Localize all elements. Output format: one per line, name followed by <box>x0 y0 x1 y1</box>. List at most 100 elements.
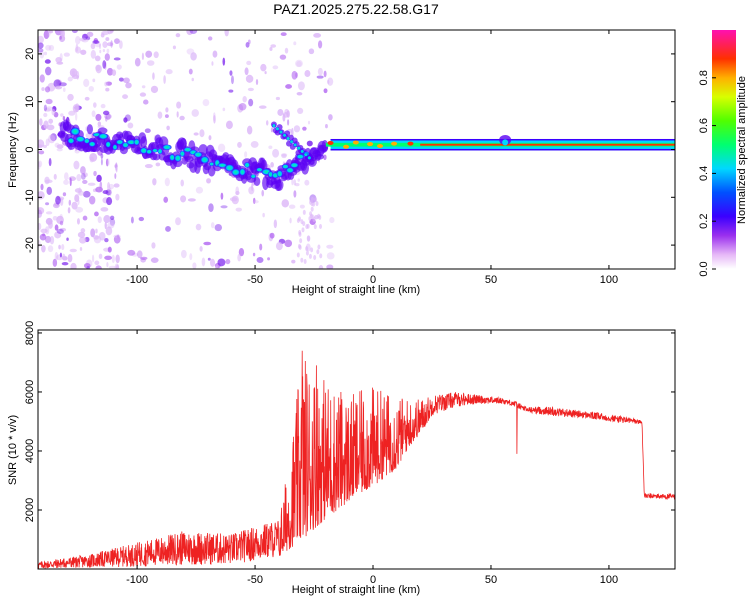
x-tick-label: 0 <box>370 574 376 586</box>
noise-blob <box>113 234 121 239</box>
noise-blob <box>90 49 97 59</box>
noise-blob <box>55 85 63 90</box>
noise-blob <box>297 107 304 115</box>
noise-blob <box>256 257 264 263</box>
noise-blob <box>106 158 110 166</box>
noise-blob <box>53 173 57 180</box>
noise-blob <box>140 257 146 263</box>
x-tick-label: 50 <box>485 574 497 586</box>
noise-blob <box>228 89 234 93</box>
noise-blob <box>80 173 86 180</box>
noise-blob <box>100 33 105 38</box>
noise-blob <box>296 60 302 67</box>
noise-blob <box>100 153 104 159</box>
noise-blob <box>45 202 50 206</box>
noise-blob <box>165 69 173 75</box>
noise-blob <box>113 235 121 244</box>
noise-blob <box>231 75 234 85</box>
colorbar-gradient <box>712 30 736 269</box>
noise-blob <box>39 233 47 241</box>
noise-blob <box>66 237 69 241</box>
noise-blob <box>166 125 170 131</box>
noise-blob <box>297 178 300 182</box>
ridge-core <box>285 167 295 174</box>
noise-blob <box>136 250 143 259</box>
ridge-core <box>139 147 148 154</box>
ridge-envelope <box>97 127 108 134</box>
noise-blob <box>38 209 43 218</box>
noise-blob <box>115 264 119 269</box>
noise-blob <box>89 152 98 162</box>
noise-blob <box>252 200 259 204</box>
noise-blob <box>125 82 132 89</box>
noise-blob <box>189 30 198 34</box>
noise-blob <box>77 231 86 238</box>
noise-blob <box>63 52 70 57</box>
noise-blob <box>97 121 102 127</box>
noise-blob <box>225 120 233 130</box>
noise-blob <box>211 61 214 66</box>
noise-blob <box>270 44 277 48</box>
noise-blob <box>119 40 123 49</box>
noise-blob <box>45 44 52 51</box>
noise-blob <box>110 40 113 48</box>
noise-blob <box>43 104 47 112</box>
x-tick-label: 100 <box>600 574 618 586</box>
noise-blob <box>44 235 52 244</box>
noise-blob <box>60 113 64 117</box>
noise-blob <box>71 30 78 34</box>
noise-blob <box>176 101 182 109</box>
noise-blob <box>206 178 211 184</box>
noise-blob <box>285 84 293 89</box>
ridge-core <box>105 141 111 148</box>
noise-blob <box>59 35 62 40</box>
noise-blob <box>300 257 304 263</box>
noise-blob <box>252 252 256 257</box>
noise-blob <box>43 107 51 112</box>
noise-blob <box>213 115 216 124</box>
ridge-envelope <box>172 159 183 168</box>
noise-blob <box>45 66 52 76</box>
noise-blob <box>306 140 313 147</box>
noise-blob <box>48 134 56 144</box>
noise-blob <box>293 41 297 46</box>
noise-blob <box>69 68 78 77</box>
noise-blob <box>67 93 74 101</box>
noise-blob <box>308 48 315 55</box>
noise-blob <box>106 197 113 206</box>
noise-blob <box>79 247 83 251</box>
ridge-core <box>239 168 246 176</box>
ridge-core <box>146 149 153 155</box>
noise-blob <box>293 125 301 133</box>
noise-blob <box>89 156 94 163</box>
noise-blob <box>45 106 53 112</box>
noise-blob <box>79 37 87 42</box>
noise-blob <box>127 249 136 256</box>
noise-blob <box>297 81 305 91</box>
noise-blob <box>127 122 134 129</box>
noise-blob <box>100 207 109 212</box>
noise-blob <box>235 207 242 212</box>
ridge-core <box>217 162 228 168</box>
noise-blob <box>203 241 212 246</box>
noise-blob <box>39 74 45 83</box>
noise-blob <box>56 147 63 152</box>
noise-blob <box>291 259 296 264</box>
x-tick-label: -50 <box>247 574 263 586</box>
noise-blob <box>202 98 210 107</box>
noise-blob <box>96 174 102 183</box>
noise-blob <box>188 68 193 75</box>
ridge-core <box>293 142 298 147</box>
ridge-core <box>300 149 305 154</box>
noise-blob <box>318 264 324 269</box>
noise-blob <box>38 160 43 168</box>
noise-blob <box>150 257 159 263</box>
noise-blob <box>299 238 303 244</box>
noise-blob <box>47 30 51 37</box>
noise-blob <box>212 50 218 58</box>
noise-blob <box>143 99 149 105</box>
noise-blob <box>250 141 259 148</box>
noise-blob <box>67 76 73 82</box>
noise-blob <box>62 115 66 121</box>
ridge-core <box>162 144 172 151</box>
